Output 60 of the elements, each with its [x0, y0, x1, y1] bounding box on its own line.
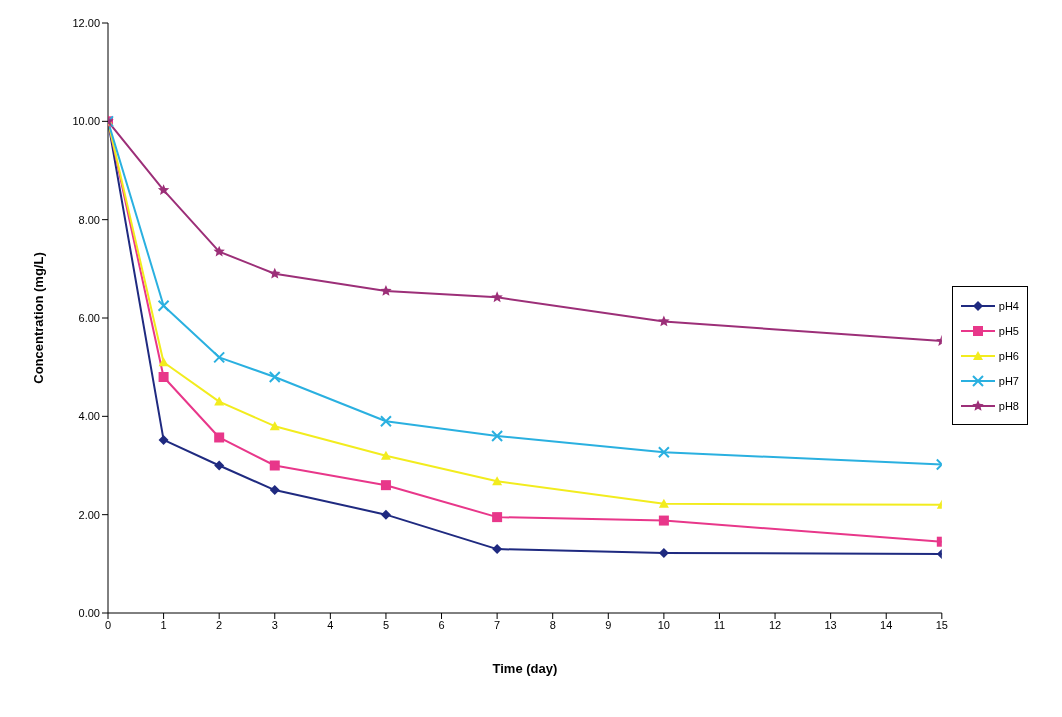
- point: [213, 245, 225, 257]
- x-tick-label: 4: [327, 618, 334, 631]
- y-tick-label: 6.00: [78, 311, 100, 324]
- y-tick-label: 8.00: [78, 213, 100, 226]
- point: [269, 485, 280, 496]
- x-tick-label: 14: [880, 618, 893, 631]
- point: [658, 548, 669, 559]
- point: [214, 396, 225, 406]
- x-tick-label: 3: [271, 618, 278, 631]
- x-tick-label: 8: [549, 618, 556, 631]
- point: [492, 512, 503, 523]
- x-tick-label: 10: [657, 618, 670, 631]
- point: [214, 432, 225, 443]
- x-tick-label: 7: [494, 618, 501, 631]
- x-tick-label: 11: [713, 618, 726, 631]
- legend-label: pH5: [998, 324, 1019, 337]
- x-tick-label: 1: [160, 618, 167, 631]
- y-axis-title: Concentration (mg/L): [30, 252, 46, 384]
- point: [214, 460, 225, 471]
- x-tick-label: 2: [216, 618, 223, 631]
- point: [380, 509, 391, 520]
- x-tick-label: 0: [104, 618, 112, 631]
- point: [269, 460, 280, 471]
- x-tick-label: 13: [824, 618, 837, 631]
- legend-label: pH6: [998, 349, 1019, 362]
- point: [269, 421, 280, 431]
- x-tick-label: 12: [768, 618, 782, 631]
- x-tick-label: 9: [605, 618, 612, 631]
- point: [492, 544, 503, 555]
- x-tick-label: 5: [382, 618, 389, 631]
- y-tick-label: 0.00: [78, 606, 100, 619]
- point: [158, 372, 169, 382]
- y-tick-label: 12.00: [72, 16, 100, 29]
- point: [157, 299, 170, 312]
- point: [380, 480, 391, 491]
- point: [491, 291, 503, 303]
- x-tick-label: 15: [935, 618, 948, 631]
- point: [657, 446, 670, 459]
- point: [213, 351, 226, 364]
- y-tick-label: 4.00: [78, 410, 100, 423]
- point: [658, 498, 669, 508]
- point: [158, 357, 169, 367]
- point: [158, 434, 169, 445]
- legend-label: pH7: [998, 374, 1019, 387]
- point: [380, 450, 391, 460]
- point: [268, 371, 281, 383]
- point: [157, 184, 170, 196]
- point: [269, 267, 281, 279]
- legend-label: pH8: [998, 399, 1019, 412]
- point: [658, 315, 670, 327]
- point: [379, 415, 392, 428]
- y-tick-label: 2.00: [78, 508, 100, 521]
- point: [492, 476, 503, 486]
- x-axis-title: Time (day): [492, 661, 558, 676]
- point: [380, 284, 392, 296]
- y-tick-label: 10.00: [72, 115, 100, 128]
- legend-label: pH4: [998, 299, 1019, 312]
- point: [491, 430, 504, 442]
- point: [658, 515, 669, 526]
- x-tick-label: 6: [438, 618, 445, 631]
